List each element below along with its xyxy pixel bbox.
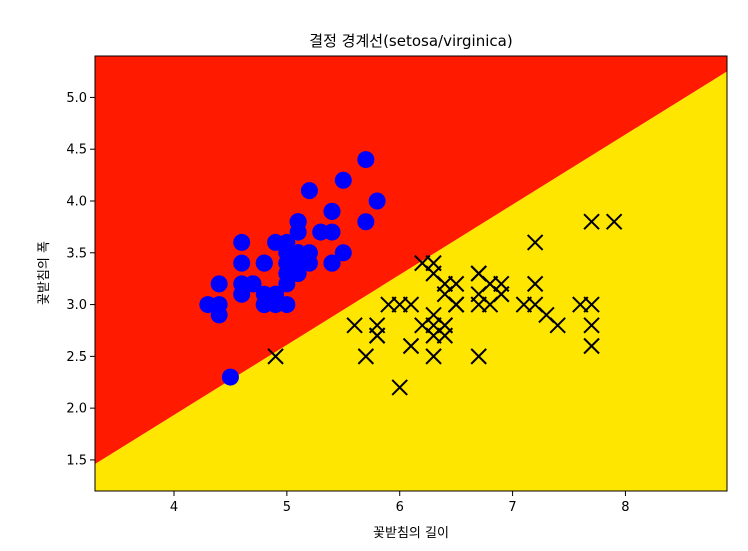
- x-tick-label: 7: [508, 500, 516, 515]
- region-upper: [95, 56, 727, 465]
- x-point: [380, 296, 397, 313]
- x-point: [391, 379, 408, 396]
- y-tick-label: 1.5: [66, 453, 87, 468]
- x-point: [346, 317, 363, 334]
- x-point: [526, 275, 544, 293]
- x-point: [447, 296, 465, 313]
- y-tick-label: 2.5: [66, 350, 87, 365]
- circle-point: [255, 296, 273, 314]
- circle-point: [357, 213, 375, 231]
- x-point: [425, 317, 442, 334]
- x-point: [414, 254, 431, 272]
- x-point: [583, 213, 600, 230]
- circle-point: [357, 151, 375, 169]
- circle-point: [255, 254, 273, 272]
- x-point: [549, 317, 566, 334]
- circle-point: [289, 213, 307, 231]
- y-tick-label: 4.5: [66, 143, 87, 158]
- x-point: [583, 337, 600, 355]
- circle-point: [233, 233, 251, 251]
- x-point: [470, 265, 487, 282]
- x-axis-title: 꽃받침의 길이: [373, 526, 449, 541]
- chart-title: 결정 경계선(setosa/virginica): [309, 32, 512, 50]
- circle-point: [210, 296, 228, 314]
- circle-point: [289, 254, 307, 272]
- x-point: [425, 348, 442, 365]
- y-tick-label: 4.0: [66, 195, 87, 210]
- circle-point: [278, 296, 296, 314]
- y-tick-label: 3.5: [66, 246, 87, 261]
- circle-point: [278, 244, 296, 262]
- x-point: [526, 234, 544, 251]
- x-tick-label: 8: [621, 500, 629, 515]
- plot-frame: [94, 55, 728, 492]
- x-point: [470, 348, 487, 365]
- circle-point: [233, 254, 251, 272]
- circle-point: [210, 275, 228, 293]
- circle-point: [334, 244, 352, 262]
- x-tick-label: 6: [396, 500, 404, 515]
- circle-point: [267, 285, 285, 303]
- x-point: [583, 296, 600, 313]
- x-point: [402, 337, 420, 355]
- circle-point: [334, 171, 352, 189]
- x-point: [470, 296, 487, 313]
- x-point: [526, 296, 544, 313]
- x-point: [357, 348, 375, 365]
- x-point: [368, 327, 386, 344]
- region-lower: [95, 71, 727, 491]
- y-axis-title: 꽃받침의 폭: [37, 241, 52, 305]
- x-tick-label: 4: [170, 500, 178, 515]
- circle-point: [323, 202, 341, 220]
- circle-point: [233, 275, 251, 293]
- circle-point: [267, 233, 285, 251]
- x-tick-label: 5: [283, 500, 291, 515]
- x-point: [267, 348, 284, 365]
- y-tick-label: 3.0: [66, 298, 87, 313]
- x-point: [583, 317, 600, 334]
- circle-point: [221, 368, 239, 386]
- x-point: [605, 213, 623, 230]
- circle-point: [323, 254, 341, 272]
- y-tick-label: 2.0: [66, 402, 87, 417]
- circle-point: [300, 182, 318, 200]
- circle-point: [278, 265, 296, 282]
- circle-point: [312, 223, 330, 241]
- circle-point: [368, 192, 386, 210]
- y-tick-label: 5.0: [66, 91, 87, 106]
